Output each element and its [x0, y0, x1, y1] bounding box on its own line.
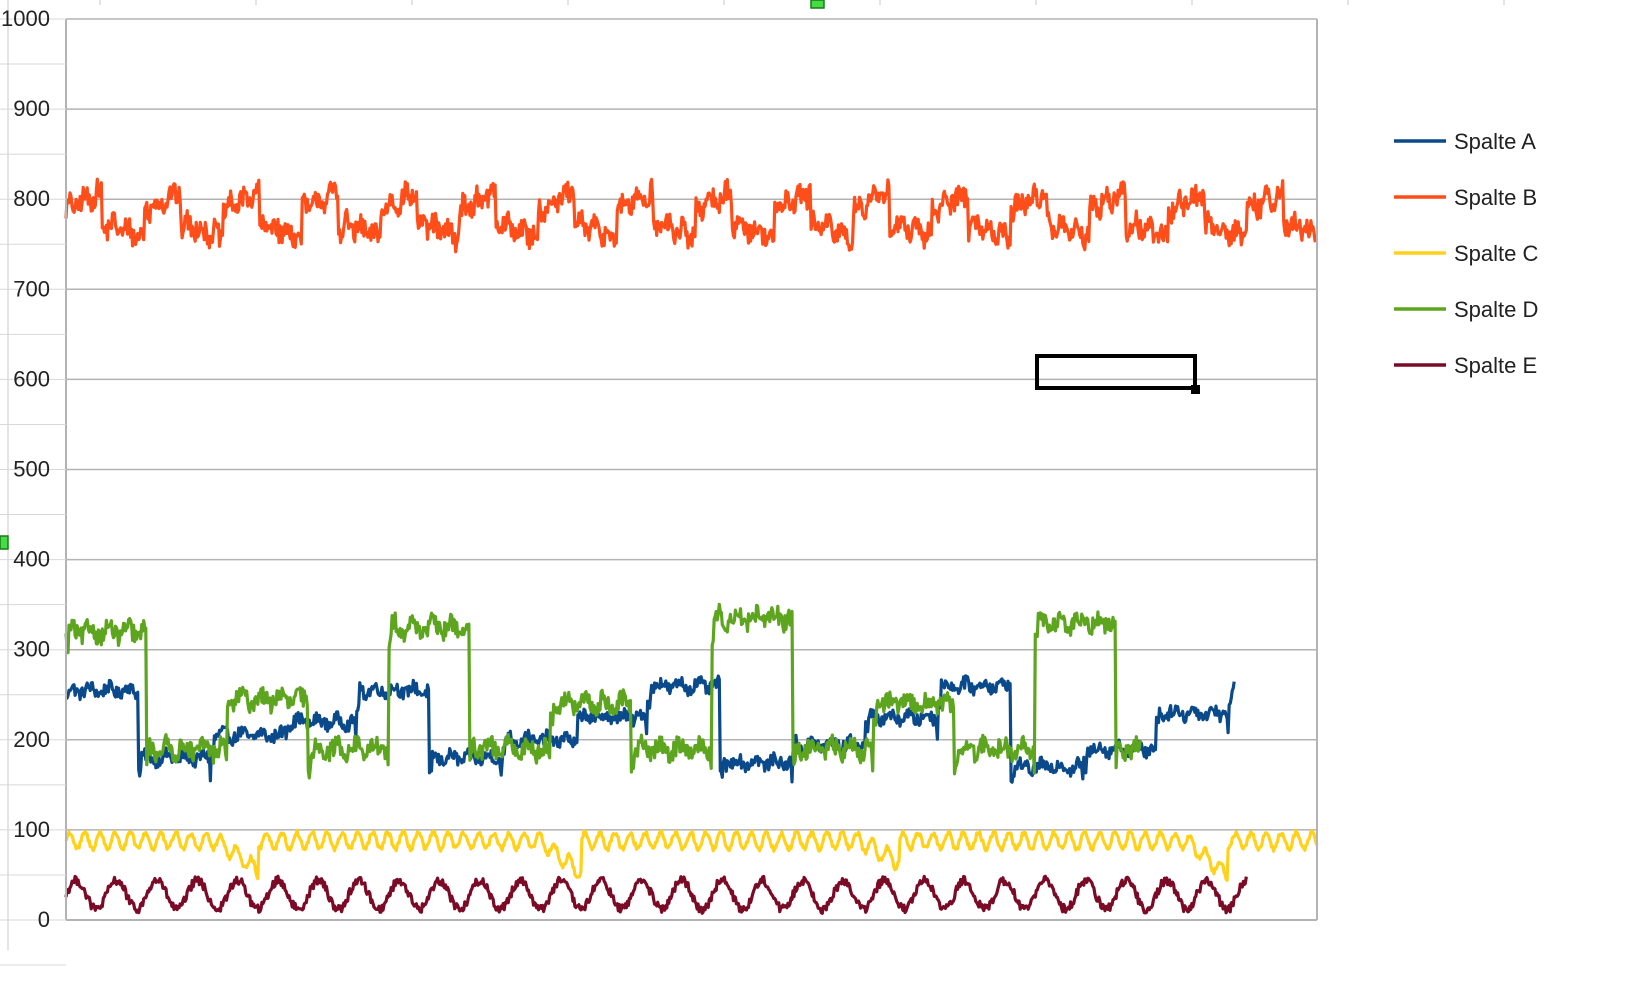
y-tick-label-700: 700 — [13, 276, 50, 301]
y-tick-label-400: 400 — [13, 547, 50, 572]
axes — [0, 0, 1505, 966]
legend-label-spalte-e: Spalte E — [1454, 353, 1537, 378]
series-line-spalte-b — [64, 177, 1319, 254]
top-handle[interactable] — [810, 0, 825, 9]
series-line-spalte-e — [64, 874, 1248, 915]
y-tick-label-600: 600 — [13, 366, 50, 391]
series-line-spalte-a — [65, 674, 1236, 784]
y-tick-label-900: 900 — [13, 96, 50, 121]
resize-handle[interactable] — [1191, 385, 1200, 394]
legend-label-spalte-c: Spalte C — [1454, 241, 1538, 266]
left-handle[interactable] — [0, 535, 9, 550]
y-tick-label-0: 0 — [38, 907, 50, 932]
legend-label-spalte-d: Spalte D — [1454, 297, 1538, 322]
y-tick-label-500: 500 — [13, 457, 50, 482]
y-tick-label-200: 200 — [13, 727, 50, 752]
legend-label-spalte-b: Spalte B — [1454, 185, 1537, 210]
legend[interactable]: Spalte A Spalte B Spalte C Spalte D Spalte E — [1394, 129, 1538, 378]
selection-box[interactable] — [1035, 354, 1197, 390]
y-tick-label-300: 300 — [13, 637, 50, 662]
y-tick-label-1000: 1000 — [1, 6, 50, 31]
y-tick-label-800: 800 — [13, 186, 50, 211]
legend-label-spalte-a: Spalte A — [1454, 129, 1536, 154]
y-axis-ticks: 0 100 200 300 400 500 600 700 800 900 1000 — [1, 6, 50, 932]
series-layer — [64, 177, 1319, 915]
gridlines — [66, 18, 1317, 921]
series-line-spalte-d — [64, 602, 1142, 780]
series-line-spalte-c — [64, 828, 1319, 882]
y-tick-label-100: 100 — [13, 817, 50, 842]
